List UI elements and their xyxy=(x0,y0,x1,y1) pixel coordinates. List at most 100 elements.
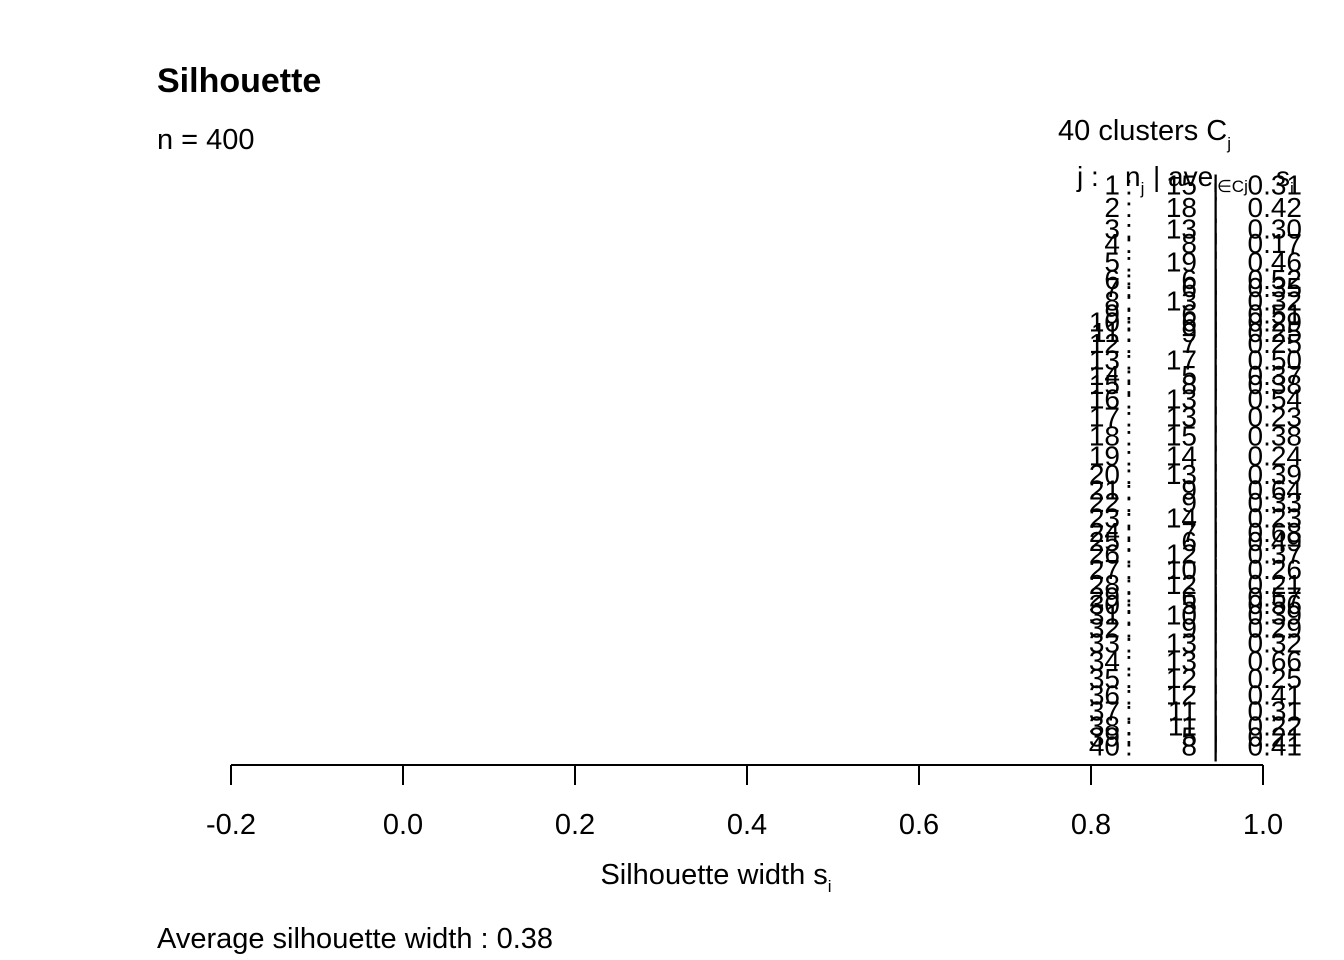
cluster-j: 38 xyxy=(1089,710,1120,741)
average-silhouette-width: Average silhouette width : 0.38 xyxy=(157,923,553,955)
cluster-colon: : xyxy=(1125,710,1133,741)
cluster-colon: : xyxy=(1125,264,1133,295)
cluster-colon: : xyxy=(1125,474,1133,505)
cluster-separator: | xyxy=(1212,192,1219,223)
cluster-n: 6 xyxy=(1181,581,1197,612)
cluster-row: 12: 7 | 0.25 xyxy=(1089,328,1302,359)
cluster-colon: : xyxy=(1125,517,1133,548)
cluster-separator: | xyxy=(1212,169,1219,200)
cluster-n: 9 xyxy=(1181,487,1197,518)
cluster-separator: | xyxy=(1212,581,1219,612)
cluster-n: 15 xyxy=(1166,421,1197,452)
cluster-separator: | xyxy=(1212,695,1219,726)
cluster-n: 9 xyxy=(1181,317,1197,348)
cluster-n: 17 xyxy=(1166,345,1197,376)
cluster-colon: : xyxy=(1125,272,1133,303)
cluster-colon: : xyxy=(1125,307,1133,338)
cluster-colon: : xyxy=(1125,722,1133,753)
cluster-n: 8 xyxy=(1181,730,1197,761)
cluster-row: 26: 12 | 0.37 xyxy=(1089,539,1302,570)
cluster-separator: | xyxy=(1212,421,1219,452)
cluster-ave: 0.49 xyxy=(1248,526,1303,557)
cluster-separator: | xyxy=(1212,369,1219,400)
cluster-ave: 0.41 xyxy=(1248,730,1303,761)
cluster-colon: : xyxy=(1125,679,1133,710)
cluster-j: 18 xyxy=(1089,421,1120,452)
svg-text:| avei∈Cj: | avei∈Cj xyxy=(1153,161,1248,196)
cluster-row: 5: 19 | 0.46 xyxy=(1104,247,1302,278)
clusters-label: 40 clusters C xyxy=(1058,115,1227,147)
cluster-j: 23 xyxy=(1089,503,1120,534)
cluster-colon: : xyxy=(1125,503,1133,534)
cluster-row: 7: 6 | 0.35 xyxy=(1104,272,1302,303)
cluster-j: 8 xyxy=(1104,285,1120,316)
cluster-row: 29: 6 | 0.57 xyxy=(1089,581,1302,612)
cluster-j: 5 xyxy=(1104,247,1120,278)
cluster-separator: | xyxy=(1212,612,1219,643)
cluster-j: 28 xyxy=(1089,569,1120,600)
cluster-separator: | xyxy=(1212,503,1219,534)
cluster-ave: 0.64 xyxy=(1248,474,1303,505)
cluster-colon: : xyxy=(1125,421,1133,452)
cluster-colon: : xyxy=(1125,539,1133,570)
cluster-colon: : xyxy=(1125,663,1133,694)
svg-text:Silhouette width si: Silhouette width si xyxy=(600,859,831,896)
cluster-row: 24: 7 | 0.68 xyxy=(1089,517,1302,548)
cluster-colon: : xyxy=(1125,730,1133,761)
cluster-j: 11 xyxy=(1091,317,1120,348)
cluster-j: 12 xyxy=(1089,328,1120,359)
cluster-header: 40 clusters Cj j : nj | avei∈Cj si xyxy=(1058,115,1294,198)
cluster-colon: : xyxy=(1125,581,1133,612)
cluster-ave: 0.32 xyxy=(1248,285,1303,316)
cluster-separator: | xyxy=(1212,487,1219,518)
cluster-colon: : xyxy=(1125,441,1133,472)
cluster-j: 3 xyxy=(1104,214,1120,245)
cluster-separator: | xyxy=(1212,663,1219,694)
cluster-ave: 0.33 xyxy=(1248,487,1303,518)
cluster-separator: | xyxy=(1212,214,1219,245)
cluster-j: 31 xyxy=(1089,599,1120,630)
cluster-row: 17: 13 | 0.23 xyxy=(1089,401,1302,432)
col-ave-header-sub: i∈Cj xyxy=(1213,177,1248,196)
cluster-separator: | xyxy=(1212,517,1219,548)
cluster-separator: | xyxy=(1212,360,1219,391)
cluster-ave: 0.25 xyxy=(1248,328,1303,359)
x-axis: -0.2 0.0 0.2 0.4 0.6 0.8 1.0 xyxy=(206,764,1283,841)
cluster-colon: : xyxy=(1125,589,1133,620)
svg-text:40 clusters Cj: 40 clusters Cj xyxy=(1058,115,1231,153)
x-axis-label-sub: i xyxy=(828,877,832,896)
n-label: n = 400 xyxy=(157,124,255,156)
cluster-n: 10 xyxy=(1166,554,1197,585)
col-s-header: s xyxy=(1276,161,1290,192)
cluster-ave: 0.31 xyxy=(1248,169,1303,200)
x-tick-label: 0.2 xyxy=(555,809,595,841)
cluster-ave: 0.29 xyxy=(1248,307,1303,338)
cluster-colon: : xyxy=(1125,214,1133,245)
cluster-ave: 0.35 xyxy=(1248,272,1303,303)
cluster-j: 15 xyxy=(1089,369,1120,400)
cluster-j: 14 xyxy=(1089,360,1120,391)
cluster-j: 32 xyxy=(1089,612,1120,643)
cluster-j: 39 xyxy=(1089,722,1120,753)
cluster-colon: : xyxy=(1125,345,1133,376)
cluster-j: 13 xyxy=(1089,345,1120,376)
cluster-row: 21: 9 | 0.64 xyxy=(1089,474,1302,505)
cluster-row: 22: 9 | 0.33 xyxy=(1089,487,1302,518)
cluster-separator: | xyxy=(1212,599,1219,630)
cluster-j: 24 xyxy=(1089,517,1120,548)
cluster-separator: | xyxy=(1212,710,1219,741)
cluster-j: 16 xyxy=(1089,383,1120,414)
col-s-header-sub: i xyxy=(1290,179,1294,198)
cluster-ave: 0.51 xyxy=(1248,298,1303,329)
cluster-j: 25 xyxy=(1089,526,1120,557)
cluster-ave: 0.41 xyxy=(1248,679,1303,710)
cluster-row: 3: 13 | 0.30 xyxy=(1104,214,1302,245)
cluster-row: 19: 14 | 0.24 xyxy=(1089,441,1302,472)
cluster-ave: 0.29 xyxy=(1248,612,1303,643)
cluster-n: 19 xyxy=(1166,247,1197,278)
cluster-row: 2: 18 | 0.42 xyxy=(1104,192,1302,223)
cluster-j: 6 xyxy=(1104,264,1120,295)
cluster-ave: 0.21 xyxy=(1248,722,1303,753)
cluster-separator: | xyxy=(1212,317,1219,348)
